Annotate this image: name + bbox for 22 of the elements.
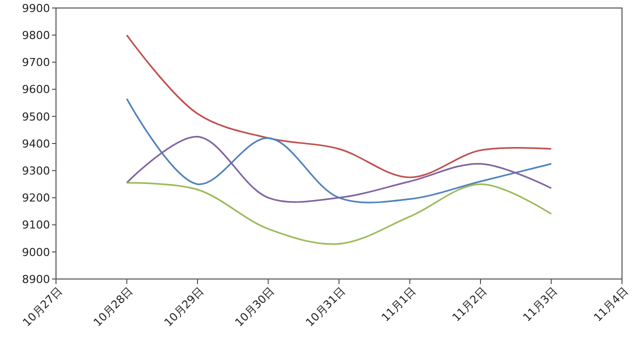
y-tick-label: 9600 [22, 83, 50, 96]
y-tick-label: 9000 [22, 246, 50, 259]
y-tick-label: 8900 [22, 272, 50, 286]
y-tick-label: 9400 [22, 137, 50, 150]
x-tick-label: 10月29日 [162, 284, 206, 330]
x-tick-label: 11月1日 [378, 284, 419, 324]
y-tick-label: 9900 [22, 2, 50, 15]
x-tick-label: 10月27日 [20, 284, 65, 330]
y-tick-label: 9300 [22, 164, 50, 178]
line-series [126, 182, 552, 245]
y-tick-label: 9500 [22, 110, 50, 124]
x-tick-label: 10月31日 [303, 284, 348, 330]
y-tick-label: 9700 [22, 56, 50, 70]
x-tick-label: 11月3日 [520, 284, 560, 324]
line-series [126, 34, 552, 178]
y-tick-label: 9100 [22, 218, 50, 232]
y-tick-label: 9200 [22, 192, 50, 205]
y-tick-label: 9800 [22, 28, 50, 42]
x-tick-label: 10月30日 [232, 284, 278, 330]
x-tick-label: 10月28日 [91, 284, 136, 330]
x-tick-label: 11月2日 [450, 284, 490, 324]
x-tick-label: 11月4日 [591, 284, 631, 324]
